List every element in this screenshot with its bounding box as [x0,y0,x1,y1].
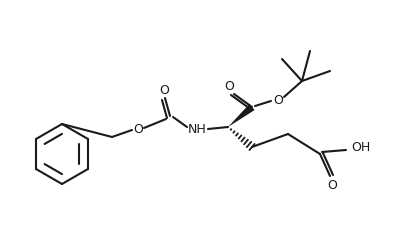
Text: O: O [133,123,143,136]
Polygon shape [228,104,255,127]
Text: OH: OH [351,141,370,154]
Text: NH: NH [187,123,206,136]
Text: O: O [273,93,283,106]
Text: O: O [224,80,234,93]
Text: O: O [159,84,169,97]
Text: O: O [327,179,337,192]
